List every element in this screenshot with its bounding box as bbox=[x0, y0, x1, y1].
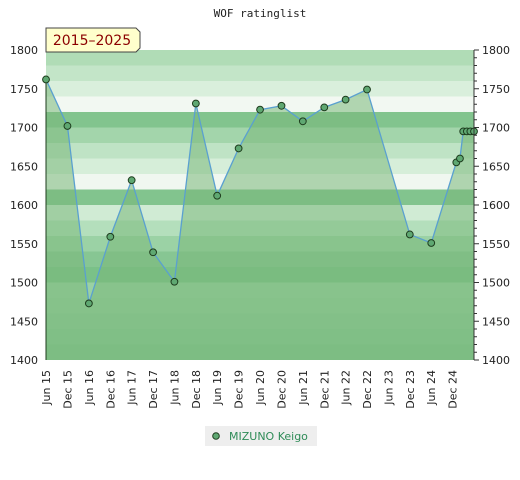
y-axis-right: 1400 1450 1500 1550 1600 1650 1700 1750 1800 bbox=[473, 44, 510, 367]
x-axis: Jun 15 Dec 15 Jun 16 Dec 16 Jun 17 Dec 17 Jun … bbox=[40, 370, 460, 409]
rating-point bbox=[234, 144, 243, 153]
period-badge: 2015–2025 bbox=[45, 27, 141, 53]
x-tick-label: Dec 16 bbox=[104, 370, 117, 409]
y-tick-label-right: 1550 bbox=[482, 238, 510, 251]
y-tick-label-right: 1600 bbox=[482, 199, 510, 212]
rating-point bbox=[320, 103, 329, 112]
grid-band bbox=[46, 65, 474, 81]
rating-point bbox=[456, 154, 464, 163]
y-tick-label-left: 1400 bbox=[10, 354, 38, 367]
rating-point bbox=[42, 75, 50, 84]
x-tick-label: Dec 24 bbox=[447, 370, 460, 409]
x-tick-label: Dec 23 bbox=[404, 370, 417, 409]
y-tick-label-right: 1650 bbox=[482, 160, 510, 173]
x-tick-label: Jun 17 bbox=[126, 370, 139, 406]
y-tick-label-left: 1550 bbox=[10, 238, 38, 251]
legend-series-name: MIZUNO Keigo bbox=[229, 430, 308, 443]
period-badge-shape bbox=[45, 27, 141, 53]
rating-point bbox=[63, 122, 72, 130]
y-tick-label-right: 1750 bbox=[482, 83, 510, 96]
y-tick-label-right: 1700 bbox=[482, 122, 510, 135]
y-tick-label-left: 1500 bbox=[10, 277, 38, 290]
x-tick-label: Jun 19 bbox=[211, 370, 224, 406]
x-tick-label: Jun 22 bbox=[340, 370, 353, 406]
x-tick-label: Jun 24 bbox=[425, 370, 438, 406]
x-tick-label: Jun 21 bbox=[297, 370, 310, 406]
x-tick-label: Jun 23 bbox=[382, 370, 395, 406]
y-tick-label-left: 1700 bbox=[10, 122, 38, 135]
rating-point bbox=[170, 277, 179, 286]
rating-line bbox=[45, 79, 474, 304]
x-tick-label: Dec 20 bbox=[275, 370, 288, 409]
x-tick-label: Dec 15 bbox=[61, 370, 74, 409]
rating-point bbox=[277, 101, 286, 110]
grid-band bbox=[46, 50, 474, 66]
legend: MIZUNO Keigo bbox=[205, 426, 317, 446]
x-tick-label: Dec 19 bbox=[233, 370, 246, 409]
rating-point bbox=[405, 230, 414, 239]
x-tick-label: Dec 21 bbox=[318, 370, 331, 409]
y-axis-left: 1400 1450 1500 1550 1600 1650 1700 1750 1800 bbox=[10, 44, 38, 367]
rating-point bbox=[256, 105, 264, 114]
legend-box bbox=[205, 426, 317, 446]
y-tick-label-left: 1450 bbox=[10, 315, 38, 328]
x-tick-label: Jun 15 bbox=[40, 370, 53, 406]
grid-band bbox=[46, 81, 474, 97]
x-tick-label: Dec 18 bbox=[190, 370, 203, 409]
x-tick-label: Dec 17 bbox=[147, 370, 160, 409]
y-tick-label-left: 1600 bbox=[10, 199, 38, 212]
rating-point bbox=[149, 248, 157, 257]
y-tick-label-left: 1650 bbox=[10, 160, 38, 173]
rating-markers bbox=[42, 75, 478, 308]
x-tick-label: Jun 18 bbox=[168, 370, 181, 406]
y-tick-label-left: 1750 bbox=[10, 83, 38, 96]
x-tick-label: Jun 16 bbox=[83, 370, 96, 406]
y-tick-label-right: 1450 bbox=[482, 315, 510, 328]
x-tick-label: Dec 22 bbox=[361, 370, 374, 409]
y-tick-label-right: 1800 bbox=[482, 44, 510, 57]
chart-title: WOF ratinglist bbox=[214, 7, 307, 20]
rating-point bbox=[84, 299, 93, 308]
rating-point bbox=[298, 117, 307, 126]
rating-point bbox=[191, 99, 200, 108]
rating-point bbox=[427, 239, 436, 247]
y-tick-label-right: 1400 bbox=[482, 354, 510, 367]
rating-point bbox=[213, 191, 222, 200]
rating-point bbox=[106, 232, 115, 241]
y-tick-label-left: 1800 bbox=[10, 44, 38, 57]
rating-point bbox=[363, 85, 371, 94]
y-tick-label-right: 1500 bbox=[482, 277, 510, 290]
legend-marker bbox=[212, 432, 220, 440]
rating-point bbox=[127, 176, 136, 185]
rating-area bbox=[46, 79, 474, 360]
x-tick-label: Jun 20 bbox=[254, 370, 267, 406]
rating-point bbox=[341, 95, 350, 104]
period-badge-label: 2015–2025 bbox=[53, 33, 131, 49]
